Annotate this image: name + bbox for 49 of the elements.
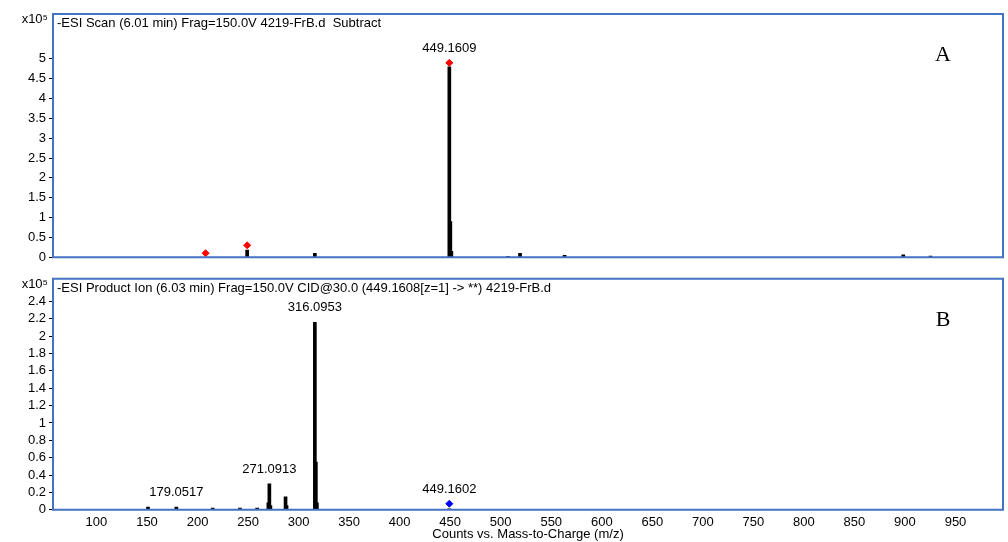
chart-title: -ESI Scan (6.01 min) Frag=150.0V 4219-FrB.d Subtract [57,15,382,31]
y-tick-label: 1.8 [27,345,46,361]
annotation: A [935,40,952,66]
annotation: 271.0913 [242,460,297,476]
annotation: B [935,305,951,331]
y-tick-label: 4 [38,90,46,106]
y-tick-label: 0.4 [27,466,46,482]
annotation: 449.1609 [422,39,477,55]
x-tick-label: 300 [287,514,310,530]
y-tick-label: 1.5 [27,189,46,205]
y-axis-title: x10⁵ [21,11,48,27]
y-tick-label: 1.2 [27,397,46,413]
y-axis-title: x10⁵ [21,275,48,291]
x-tick-label: 400 [388,514,411,530]
y-tick-label: 0.8 [27,431,46,447]
y-tick-label: 2 [38,327,46,343]
y-tick-label: 0.6 [27,449,46,465]
y-tick-label: 0 [38,248,46,264]
x-tick-label: 750 [742,514,765,530]
x-tick-label: 100 [85,514,108,530]
x-tick-label: 350 [338,514,360,530]
x-tick-label: 700 [691,514,714,530]
x-tick-label: 150 [136,514,158,530]
y-tick-label: 1 [38,209,46,225]
y-tick-label: 1 [38,414,46,430]
y-tick-label: 3 [38,129,46,145]
y-tick-label: 0 [38,501,46,517]
y-tick-label: 1.4 [27,379,46,395]
y-tick-label: 5 [38,50,46,66]
x-tick-label: 250 [237,514,259,530]
y-tick-label: 2.4 [27,292,46,308]
x-tick-label: 950 [944,514,967,530]
x-tick-label: 650 [641,514,664,530]
annotation: 316.0953 [287,299,342,315]
chart-title: -ESI Product Ion (6.03 min) Frag=150.0V CID@30.0 (449.1608[z=1] -> **) 4219-FrB.d [57,279,552,295]
y-tick-label: 2.5 [27,149,46,165]
y-tick-label: 2.2 [27,310,46,326]
y-tick-label: 1.6 [27,362,46,378]
y-tick-label: 0.2 [27,484,46,500]
x-tick-label: 900 [894,514,916,530]
x-tick-label: 200 [186,514,209,530]
x-tick-label: 800 [793,514,815,530]
annotation: 449.1602 [422,480,477,496]
x-tick-label: 850 [843,514,866,530]
y-tick-label: 3.5 [27,109,46,125]
annotation: 179.0517 [149,484,204,500]
y-tick-label: 4.5 [27,70,46,86]
y-tick-label: 2 [38,169,46,185]
y-tick-label: 0.5 [27,228,46,244]
